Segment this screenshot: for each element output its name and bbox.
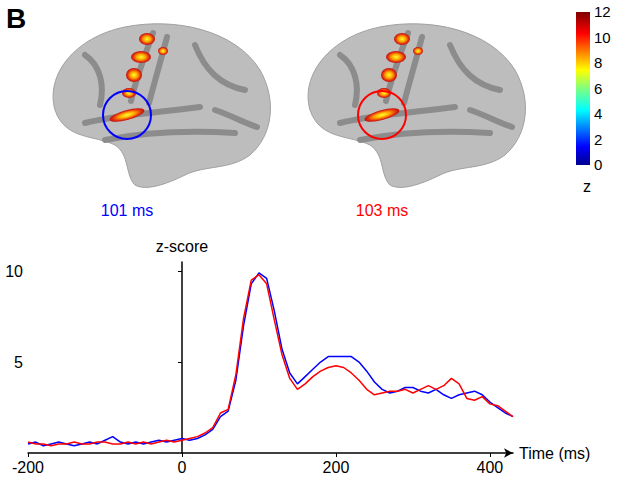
- svg-text:Time (ms): Time (ms): [519, 445, 590, 462]
- svg-text:z: z: [583, 178, 591, 195]
- svg-text:z-score: z-score: [156, 238, 209, 255]
- svg-text:12: 12: [594, 3, 611, 20]
- svg-text:200: 200: [323, 459, 350, 476]
- svg-text:8: 8: [594, 54, 602, 71]
- svg-text:-200: -200: [12, 459, 44, 476]
- svg-text:10: 10: [594, 29, 611, 46]
- svg-text:4: 4: [594, 105, 602, 122]
- svg-text:101 ms: 101 ms: [101, 202, 153, 219]
- svg-text:400: 400: [477, 459, 504, 476]
- svg-text:10: 10: [5, 263, 23, 280]
- svg-text:5: 5: [14, 354, 23, 371]
- svg-text:6: 6: [594, 80, 602, 97]
- svg-text:2: 2: [594, 131, 602, 148]
- svg-text:103 ms: 103 ms: [356, 202, 408, 219]
- svg-text:B: B: [6, 3, 26, 34]
- svg-text:0: 0: [178, 459, 187, 476]
- svg-text:0: 0: [594, 156, 602, 173]
